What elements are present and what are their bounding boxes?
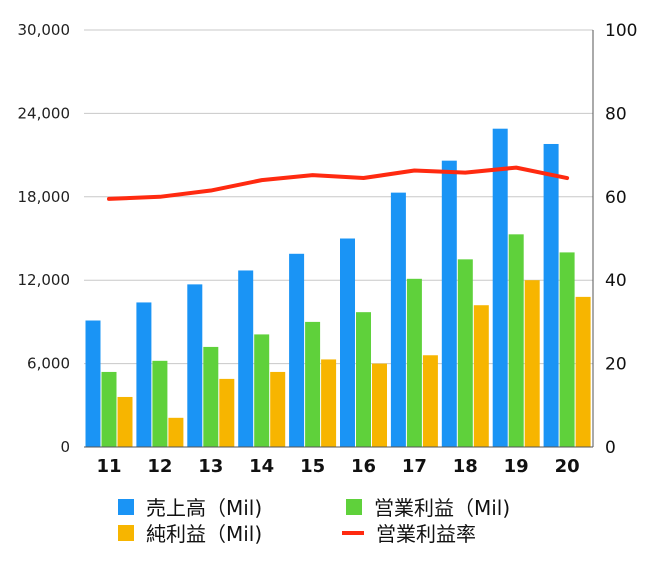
x-tick-label: 16 [351,456,376,477]
right-tick-label: 0 [605,438,616,458]
bar-売上高（Mil)-16 [340,238,355,447]
bar-純利益（Mil)-18 [473,305,489,447]
left-tick-label: 24,000 [18,104,71,122]
left-tick-label: 30,000 [18,21,71,39]
x-tick-label: 12 [147,456,172,477]
bar-売上高（Mil)-12 [136,302,152,447]
bar-営業利益（Mil)-18 [457,259,473,447]
x-axis-ticks: 11 12 13 14 15 16 17 18 19 20 [96,456,579,477]
right-tick-label: 40 [605,271,627,291]
bar-純利益（Mil)-16 [372,363,387,447]
bar-純利益（Mil)-11 [117,396,133,447]
bar-純利益（Mil)-20 [575,296,591,447]
legend-item-operating-margin: 営業利益率 [342,518,476,547]
x-tick-label: 13 [198,456,223,477]
x-tick-label: 20 [555,456,580,477]
bar-営業利益（Mil)-19 [508,234,524,447]
x-tick-label: 17 [402,456,427,477]
bar-売上高（Mil)-13 [187,284,203,447]
bar-営業利益（Mil)-12 [152,360,168,447]
legend-swatch [342,530,364,535]
legend-swatch [118,524,134,541]
combo-chart: 0 6,000 12,000 18,000 24,000 30,000 0 20 40 60 80… [18,21,638,477]
legend-label: 純利益（Mil) [146,522,263,546]
legend-label: 営業利益率 [376,522,476,546]
bar-営業利益（Mil)-20 [559,252,575,447]
bar-売上高（Mil)-11 [85,320,101,447]
right-tick-label: 80 [605,104,627,124]
bar-営業利益（Mil)-17 [406,278,422,447]
bar-営業利益（Mil)-14 [254,334,270,447]
legend-swatch [346,498,362,515]
legend-label: 売上高（Mil) [146,496,263,520]
legend-item-operating-profit: 営業利益（Mil) [346,492,510,521]
right-axis-ticks: 0 20 40 60 80 100 [605,21,637,458]
x-tick-label: 15 [300,456,325,477]
bar-営業利益（Mil)-11 [101,371,117,447]
bar-営業利益（Mil)-15 [305,321,321,447]
bar-売上高（Mil)-19 [492,128,508,447]
line-営業利益率 [107,165,570,201]
bar-売上高（Mil)-14 [238,270,254,447]
x-tick-label: 18 [453,456,478,477]
x-tick-label: 14 [249,456,274,477]
axes [84,30,594,448]
legend-item-net-profit: 純利益（Mil) [118,518,262,547]
left-tick-label: 0 [60,438,70,456]
x-tick-label: 11 [96,456,121,477]
bar-営業利益（Mil)-16 [356,312,371,447]
bar-純利益（Mil)-15 [321,359,337,447]
bar-純利益（Mil)-13 [219,378,235,447]
left-tick-label: 6,000 [27,355,70,373]
left-tick-label: 18,000 [18,188,71,206]
bar-売上高（Mil)-17 [390,192,406,447]
right-tick-label: 60 [605,188,627,208]
bar-売上高（Mil)-15 [289,253,305,447]
bar-営業利益（Mil)-13 [203,346,219,447]
legend-label: 営業利益（Mil) [374,496,511,520]
bar-売上高（Mil)-20 [543,143,559,448]
legend-swatch [118,498,134,515]
legend-item-sales: 売上高（Mil) [118,492,262,521]
bars [85,128,591,448]
bar-純利益（Mil)-12 [168,417,184,447]
bar-純利益（Mil)-17 [422,355,438,447]
legend: 売上高（Mil) 営業利益（Mil) 純利益（Mil) 営業利益率 [118,492,558,552]
right-tick-label: 100 [605,21,637,41]
right-tick-label: 20 [605,355,627,375]
margin-line [107,165,570,201]
bar-売上高（Mil)-18 [441,160,457,447]
left-tick-label: 12,000 [18,271,71,289]
bar-純利益（Mil)-19 [524,280,540,447]
x-tick-label: 19 [504,456,529,477]
bar-純利益（Mil)-14 [270,371,286,447]
left-axis-ticks: 0 6,000 12,000 18,000 24,000 30,000 [18,21,71,456]
